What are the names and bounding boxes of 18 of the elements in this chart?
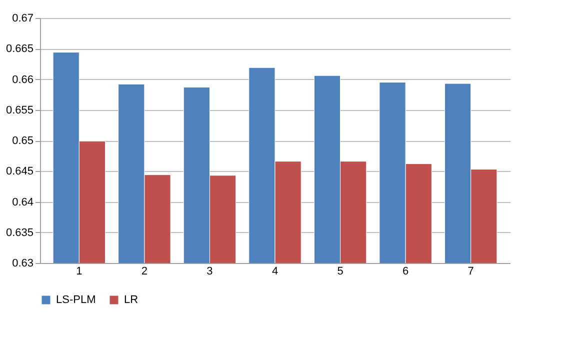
x-tick-label: 4 bbox=[272, 266, 278, 278]
y-tick-label: 0.67 bbox=[12, 12, 34, 24]
y-tick-label: 0.63 bbox=[12, 258, 34, 270]
y-tick-label: 0.65 bbox=[12, 135, 34, 147]
y-tick-label: 0.66 bbox=[12, 74, 34, 86]
x-tick-label: 5 bbox=[337, 266, 344, 278]
x-tick-label: 3 bbox=[206, 266, 213, 278]
y-tick-label: 0.665 bbox=[6, 43, 34, 56]
x-tick-label: 1 bbox=[76, 266, 82, 278]
x-tick-label: 2 bbox=[141, 266, 148, 278]
legend-label: LS-PLM bbox=[56, 294, 96, 306]
y-tick-label: 0.64 bbox=[12, 196, 34, 208]
legend-label: LR bbox=[124, 294, 138, 306]
y-tick-label: 0.645 bbox=[6, 166, 34, 178]
x-tick-label: 6 bbox=[402, 266, 409, 278]
y-tick-label: 0.655 bbox=[6, 104, 34, 116]
x-tick-label: 7 bbox=[468, 266, 474, 278]
y-tick-label: 0.635 bbox=[6, 226, 34, 239]
